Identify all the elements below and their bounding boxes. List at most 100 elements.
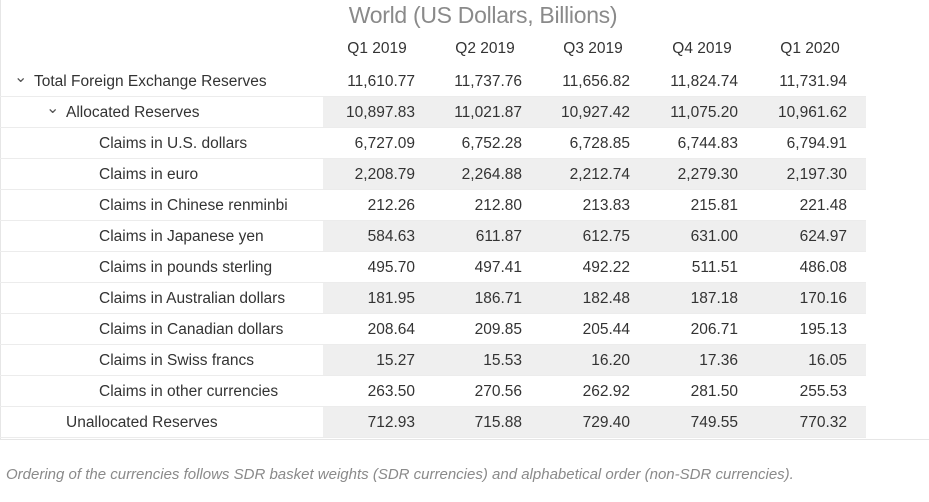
value-cell: 281.50 [690, 383, 738, 400]
value-cell: 11,731.94 [779, 73, 847, 90]
value-cell: 213.83 [582, 197, 630, 214]
value-cell: 2,197.30 [786, 166, 847, 183]
chevron-down-icon[interactable]: ⌄ [46, 100, 60, 117]
value-cell: 15.27 [376, 352, 415, 369]
table-row: Claims in Australian dollars 181.95 186.71… [0, 283, 866, 314]
table-row: ⌄ Total Foreign Exchange Reserves 11,610.7… [0, 66, 866, 97]
row-label: Claims in pounds sterling [99, 259, 273, 276]
row-divider [0, 96, 866, 97]
table-row: Claims in Canadian dollars 208.64 209.85 20… [0, 314, 866, 345]
value-cell: 11,075.20 [670, 104, 738, 121]
value-cell: 6,794.91 [786, 135, 847, 152]
row-divider [0, 406, 866, 407]
value-cell: 17.36 [699, 352, 738, 369]
value-cell: 2,264.88 [461, 166, 522, 183]
value-cell: 263.50 [367, 383, 415, 400]
table-row: Claims in pounds sterling 495.70 497.41 492… [0, 252, 866, 283]
value-cell: 215.81 [690, 197, 738, 214]
table-frame-bottom [0, 439, 929, 440]
chevron-down-icon[interactable]: ⌄ [14, 69, 28, 86]
value-cell: 712.93 [367, 414, 415, 431]
row-label: Allocated Reserves [66, 104, 200, 121]
column-header[interactable]: Q2 2019 [455, 40, 515, 57]
value-cell: 186.71 [474, 290, 522, 307]
value-cell: 11,610.77 [347, 73, 415, 90]
row-divider [0, 313, 866, 314]
value-cell: 497.41 [474, 259, 522, 276]
row-band [323, 345, 866, 375]
value-cell: 612.75 [582, 228, 630, 245]
row-band [323, 97, 866, 127]
value-cell: 182.48 [582, 290, 630, 307]
table-row: Claims in Japanese yen 584.63 611.87 612.75… [0, 221, 866, 252]
value-cell: 715.88 [474, 414, 522, 431]
value-cell: 6,744.83 [677, 135, 738, 152]
value-cell: 6,728.85 [569, 135, 630, 152]
value-cell: 611.87 [475, 228, 522, 245]
value-cell: 10,961.62 [778, 104, 847, 121]
value-cell: 2,212.74 [569, 166, 630, 183]
row-band [323, 159, 866, 189]
row-band [323, 407, 866, 437]
row-divider [0, 344, 866, 345]
value-cell: 486.08 [799, 259, 847, 276]
column-header[interactable]: Q1 2020 [780, 40, 840, 57]
footnote: Ordering of the currencies follows SDR b… [6, 466, 794, 483]
header-row: Q1 2019 Q2 2019 Q3 2019 Q4 2019 Q1 2020 [0, 32, 866, 66]
value-cell: 624.97 [799, 228, 847, 245]
table-row: Claims in Swiss francs 15.27 15.53 16.20 17.… [0, 345, 866, 376]
row-divider [0, 437, 866, 438]
value-cell: 206.71 [690, 321, 738, 338]
value-cell: 270.56 [474, 383, 522, 400]
row-label: Claims in Australian dollars [99, 290, 286, 307]
value-cell: 6,752.28 [461, 135, 522, 152]
table-title: World (US Dollars, Billions) [348, 2, 618, 28]
table-row: Claims in U.S. dollars 6,727.09 6,752.28 6,… [0, 128, 866, 159]
row-label: Unallocated Reserves [66, 414, 218, 431]
value-cell: 195.13 [799, 321, 847, 338]
value-cell: 221.48 [799, 197, 847, 214]
value-cell: 11,021.87 [454, 104, 522, 121]
value-cell: 15.53 [483, 352, 522, 369]
value-cell: 492.22 [582, 259, 630, 276]
value-cell: 10,897.83 [346, 104, 415, 121]
row-divider [0, 375, 866, 376]
table-row: Unallocated Reserves 712.93 715.88 729.40 74… [0, 407, 866, 438]
row-divider [0, 127, 866, 128]
column-header[interactable]: Q4 2019 [672, 40, 732, 57]
row-band [323, 221, 866, 251]
value-cell: 16.05 [808, 352, 847, 369]
value-cell: 209.85 [474, 321, 522, 338]
value-cell: 631.00 [690, 228, 738, 245]
value-cell: 729.40 [582, 414, 630, 431]
row-divider [0, 220, 866, 221]
table-row: ⌄ Allocated Reserves 10,897.83 11,021.87 10,… [0, 97, 866, 128]
column-header[interactable]: Q1 2019 [347, 40, 407, 57]
value-cell: 187.18 [690, 290, 738, 307]
value-cell: 2,279.30 [677, 166, 738, 183]
column-header[interactable]: Q3 2019 [563, 40, 623, 57]
value-cell: 262.92 [582, 383, 630, 400]
value-cell: 10,927.42 [561, 104, 630, 121]
table-row: Claims in euro 2,208.79 2,264.88 2,212.74 2,… [0, 159, 866, 190]
value-cell: 495.70 [367, 259, 415, 276]
value-cell: 749.55 [690, 414, 738, 431]
row-label: Total Foreign Exchange Reserves [34, 73, 267, 90]
value-cell: 208.64 [367, 321, 415, 338]
row-divider [0, 251, 866, 252]
value-cell: 205.44 [582, 321, 630, 338]
row-divider [0, 189, 866, 190]
value-cell: 770.32 [799, 414, 847, 431]
value-cell: 2,208.79 [354, 166, 415, 183]
value-cell: 212.80 [474, 197, 522, 214]
row-band [323, 283, 866, 313]
value-cell: 6,727.09 [354, 135, 415, 152]
row-divider [0, 158, 866, 159]
row-label: Claims in euro [99, 166, 199, 183]
value-cell: 170.16 [799, 290, 847, 307]
value-cell: 255.53 [799, 383, 847, 400]
value-cell: 584.63 [367, 228, 415, 245]
row-label: Claims in U.S. dollars [99, 135, 248, 152]
table-row: Claims in other currencies 263.50 270.56 26… [0, 376, 866, 407]
row-label: Claims in Japanese yen [99, 228, 264, 245]
